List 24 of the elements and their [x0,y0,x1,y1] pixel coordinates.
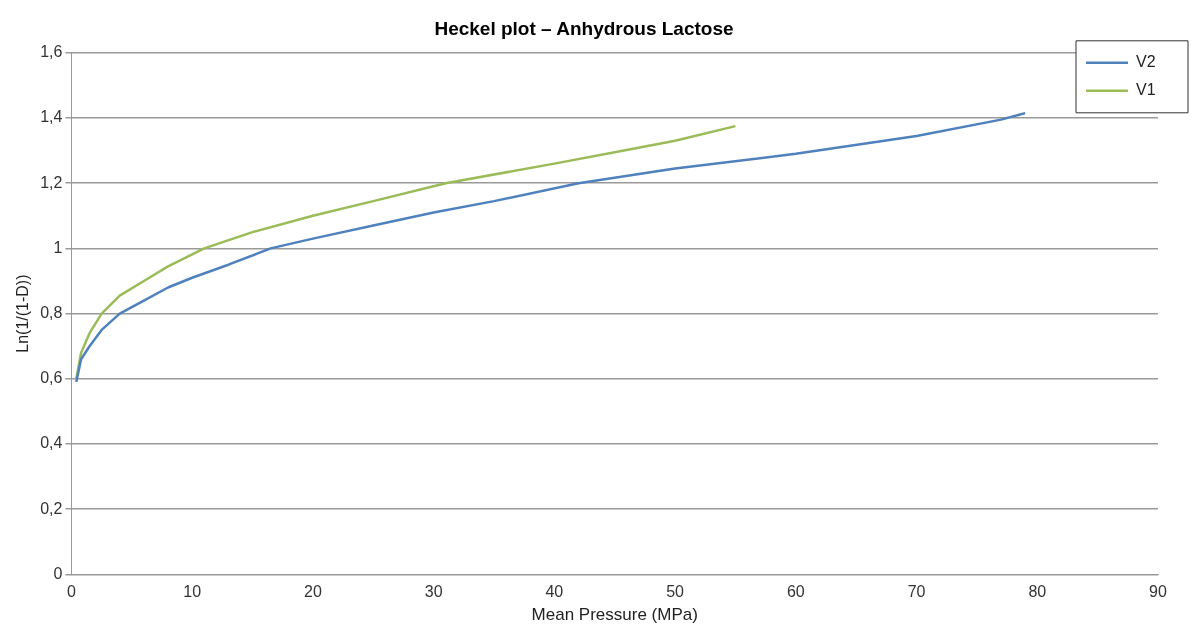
x-tick-label: 20 [304,583,322,601]
legend-label: V2 [1136,53,1156,71]
chart-title: Heckel plot – Anhydrous Lactose [434,17,734,39]
x-tick-label: 30 [424,583,443,601]
x-tick-label: 50 [666,583,685,601]
x-tick-label: 40 [545,583,564,601]
y-tick-label: 0,6 [40,369,63,387]
x-tick-label: 10 [183,583,202,601]
y-tick-label: 1 [53,238,63,256]
legend-label: V1 [1136,81,1156,99]
x-tick-label: 80 [1028,583,1047,601]
y-tick-label: 0,8 [40,304,63,322]
x-tick-label: 90 [1149,583,1167,601]
y-tick-label: 0,4 [40,434,63,452]
y-tick-label: 1,6 [40,43,63,61]
y-tick-label: 0,2 [40,499,63,517]
x-tick-label: 70 [907,583,926,601]
x-tick-label: 0 [66,583,76,601]
y-axis-title: Ln(1/(1-D)) [14,274,32,353]
y-tick-label: 0 [53,564,63,582]
y-tick-label: 1,4 [40,108,63,126]
y-tick-label: 1,2 [40,173,63,191]
x-axis-title: Mean Pressure (MPa) [531,605,698,625]
x-tick-label: 60 [786,583,805,601]
